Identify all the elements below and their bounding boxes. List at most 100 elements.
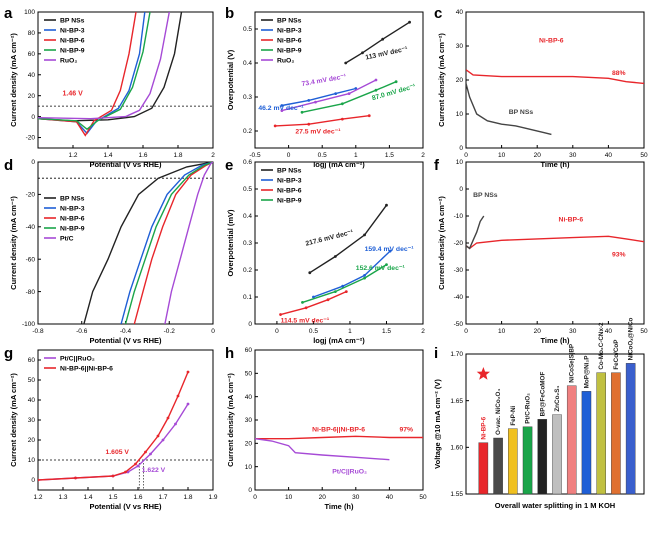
data-point	[341, 284, 345, 288]
x-axis-label: Potential (V vs RHE)	[89, 160, 162, 169]
y-tick-label: 1.60	[450, 445, 463, 452]
legend-label: Pt/C||RuO₂	[60, 355, 95, 362]
x-tick-label: 0.5	[318, 152, 327, 159]
y-tick-label: 10	[456, 159, 464, 166]
bar-label: ZnCo₂S₄	[554, 386, 561, 412]
x-tick-label: 1.6	[133, 494, 142, 501]
y-tick-label: 0.3	[243, 240, 252, 247]
data-point	[363, 274, 366, 277]
series-line-ni-bp-6	[275, 115, 370, 127]
y-tick-label: 0	[459, 145, 463, 152]
y-tick-label: 0.6	[243, 159, 252, 166]
data-point	[344, 290, 348, 293]
panel-g: g 1.2 1.3 1.4 1.5 1.6 1.7 1.8 1.9 0 10 20 30 40 50 60 Po…	[4, 345, 218, 511]
x-tick-label: 50	[419, 494, 427, 501]
x-tick-label: 10	[498, 152, 506, 159]
plot-frame	[37, 161, 214, 325]
series-line-ni-bp-6	[133, 162, 213, 324]
x-tick-label: -0.4	[120, 328, 132, 335]
x-tick-label: 1.4	[83, 494, 92, 501]
bar	[581, 391, 592, 495]
y-tick-label: 0	[31, 114, 35, 121]
data-point	[307, 99, 311, 102]
panel-f: f 0 10 20 30 40 50 -50 -40 -30 -20 -10 0 10 Time (h) Cu…	[434, 157, 648, 345]
legend-label: Ni-BP-3	[277, 27, 302, 34]
x-tick-label: 1.4	[103, 152, 112, 159]
y-tick-label: -80	[26, 289, 36, 296]
panel-letter-d: d	[4, 157, 13, 174]
legend-label: BP NSs	[277, 167, 302, 174]
x-axis-label: Potential (V vs RHE)	[89, 336, 162, 345]
bar	[611, 372, 621, 495]
data-point	[334, 92, 338, 95]
data-point	[186, 370, 190, 374]
x-tick-label: 2	[211, 152, 215, 159]
data-point	[367, 114, 371, 118]
y-tick-label: 50	[28, 377, 36, 384]
legend-label: Ni-BP-9	[60, 47, 85, 54]
series-line-ruo2	[281, 79, 377, 112]
series-line-ni-bp-3	[281, 87, 356, 107]
data-point	[344, 61, 348, 65]
legend-label: Ni-BP-9	[277, 197, 302, 204]
x-tick-label: 1.9	[208, 494, 217, 501]
y-tick-label: 30	[456, 43, 464, 50]
x-tick-label: 20	[534, 152, 542, 159]
y-tick-label: 40	[28, 72, 36, 79]
x-tick-label: -0.2	[164, 328, 176, 335]
panel-letter-g: g	[4, 345, 13, 362]
annotation-label: 93%	[612, 252, 626, 259]
bar	[537, 419, 548, 495]
plot-frame	[37, 11, 214, 149]
x-tick-label: 1.5	[382, 328, 391, 335]
annotation-label: 73.4 mV dec⁻¹	[301, 73, 347, 88]
data-point	[361, 51, 364, 55]
legend-label: Ni-BP-3	[277, 177, 302, 184]
y-axis-label: Voltage @10 mA cm⁻² (V)	[433, 379, 442, 469]
x-tick-label: 30	[569, 152, 577, 159]
y-tick-label: 60	[245, 347, 253, 354]
y-tick-label: -40	[26, 224, 36, 231]
bar	[625, 363, 636, 495]
x-tick-label: 1.6	[138, 152, 147, 159]
series-line-bp-nss	[466, 215, 485, 250]
y-tick-label: -40	[454, 294, 464, 301]
y-tick-label: 0.4	[243, 60, 252, 67]
y-tick-label: 40	[456, 9, 464, 16]
bar-label: FeCo/CoP	[613, 340, 620, 370]
data-point	[308, 271, 312, 275]
x-tick-label: -0.5	[249, 152, 261, 159]
data-point	[156, 434, 160, 438]
legend-label: BP NSs	[60, 195, 85, 202]
bar	[522, 426, 533, 495]
data-point	[314, 100, 317, 104]
data-point	[385, 263, 388, 266]
x-tick-label: 40	[605, 328, 613, 335]
y-tick-label: 0.2	[243, 128, 252, 135]
panel-letter-b: b	[225, 5, 234, 22]
y-tick-label: 10	[28, 457, 36, 464]
panel-letter-c: c	[434, 5, 442, 22]
y-tick-label: -50	[454, 321, 464, 328]
annotation-label: 114.5 mV dec⁻¹	[281, 318, 330, 325]
y-tick-label: 0.1	[243, 294, 252, 301]
x-tick-label: 40	[605, 152, 613, 159]
y-tick-label: 20	[28, 437, 36, 444]
x-axis-label: Time (h)	[540, 160, 570, 169]
y-tick-label: 20	[456, 77, 464, 84]
x-tick-label: 0	[287, 152, 291, 159]
data-point	[134, 462, 137, 466]
data-point	[300, 110, 304, 114]
x-tick-label: 2	[421, 328, 425, 335]
x-tick-label: 0	[253, 494, 257, 501]
bar-label: MoP@Ni₂P	[583, 356, 590, 389]
data-point	[374, 88, 378, 92]
panel-letter-f: f	[434, 157, 440, 174]
legend-label: RuO₂	[277, 57, 294, 64]
y-tick-label: 0	[459, 186, 463, 193]
x-axis-label: Potential (V vs RHE)	[89, 502, 162, 511]
x-tick-label: 0	[211, 328, 215, 335]
y-tick-label: 0.4	[243, 213, 252, 220]
